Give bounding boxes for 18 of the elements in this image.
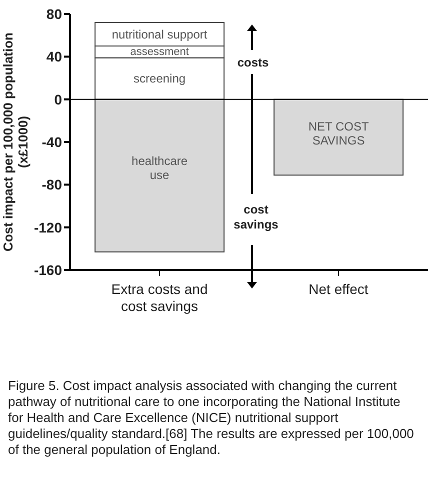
series-label: healthcare use <box>132 154 188 182</box>
y-tick-label: 40 <box>46 48 62 65</box>
y-axis-title: Cost impact per 100,000 population (x£1000) <box>0 32 30 252</box>
series-label: screening <box>134 72 186 86</box>
annotation: costs <box>237 56 269 70</box>
y-tick-label: -160 <box>34 262 62 278</box>
y-tick-label: -40 <box>42 134 62 150</box>
series-label: NET COST SAVINGS <box>308 119 370 148</box>
y-tick-label: 80 <box>46 6 62 22</box>
x-tick-label: Net effect <box>308 281 368 297</box>
annotation: cost savings <box>234 202 279 232</box>
y-tick-label: -120 <box>34 219 62 236</box>
caption: Figure 5. Cost impact analysis associated with changing the current pathway of nutritional care to one incorporating the National Institute for Health and Care Excellence (NICE) nutritional support guidelines/quality standard.[68] The results are expressed per 100,000 of the general population of England. <box>8 378 415 458</box>
y-tick-label: 0 <box>54 91 62 108</box>
series-label: assessment <box>130 46 189 58</box>
series-label: nutritional support <box>112 27 208 42</box>
y-tick-label: -80 <box>42 176 62 193</box>
x-tick-label: Extra costs and cost savings <box>111 281 208 314</box>
